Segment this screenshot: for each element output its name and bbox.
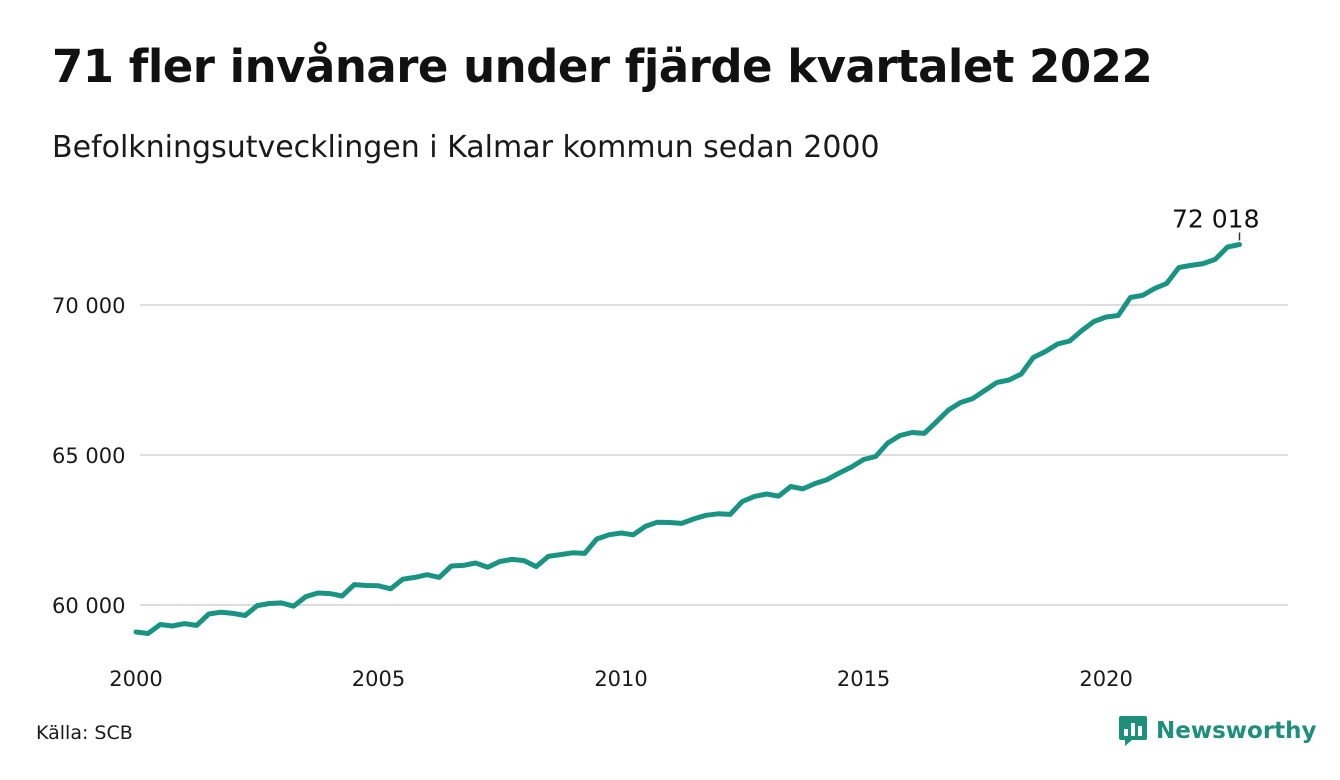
x-tick-label: 2020 xyxy=(1079,667,1132,691)
end-value-label: 72 018 xyxy=(1172,204,1259,233)
series-line xyxy=(133,242,1242,636)
chart-subtitle: Befolkningsutvecklingen i Kalmar kommun … xyxy=(52,130,880,165)
x-tick-label: 2010 xyxy=(594,667,647,691)
newsworthy-logo[interactable]: Newsworthy xyxy=(1118,714,1317,748)
y-tick-label: 60 000 xyxy=(52,594,125,618)
brand-name: Newsworthy xyxy=(1156,718,1317,744)
x-tick-label: 2015 xyxy=(837,667,890,691)
x-tick-label: 2005 xyxy=(352,667,405,691)
source-note: Källa: SCB xyxy=(36,722,133,744)
chart-speech-bubble-icon xyxy=(1119,716,1147,746)
y-tick-label: 65 000 xyxy=(52,444,125,468)
y-tick-label: 70 000 xyxy=(52,294,125,318)
x-tick-label: 2000 xyxy=(109,667,162,691)
chart-title: 71 fler invånare under fjärde kvartalet … xyxy=(52,40,1153,93)
